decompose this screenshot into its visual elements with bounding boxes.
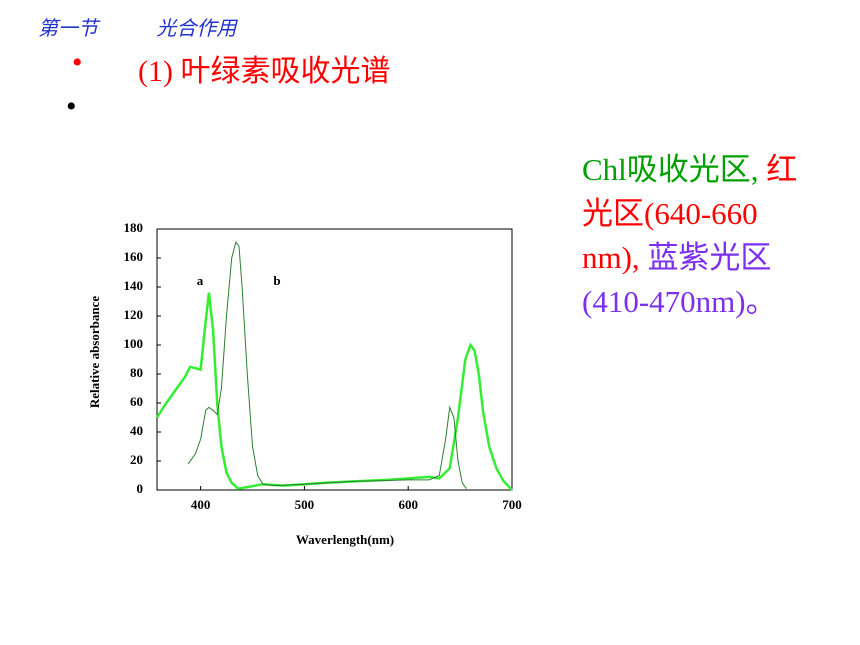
note-part: 蓝紫光区 (410-470nm)。 xyxy=(582,240,777,319)
y-tick-label: 140 xyxy=(124,278,144,293)
x-tick-label: 700 xyxy=(502,497,522,512)
series-line xyxy=(155,292,513,491)
note-part: 红光区(640-660 nm), xyxy=(582,152,798,275)
header: 第一节 光合作用 xyxy=(38,12,236,41)
y-axis-label: Relative absorbance xyxy=(87,296,102,409)
series-line xyxy=(187,240,467,489)
y-tick-label: 180 xyxy=(124,220,144,235)
y-tick-label: 40 xyxy=(130,423,143,438)
bullet-text: (1) 叶绿素吸收光谱 xyxy=(138,55,391,88)
note-part: Chl吸收光区, xyxy=(582,152,759,187)
x-axis-label: Waverlength(nm) xyxy=(296,532,394,547)
bullet-dot: • xyxy=(72,46,83,79)
y-tick-label: 120 xyxy=(124,307,144,322)
section: 第一节 xyxy=(38,16,98,40)
note: Chl吸收光区, 红光区(640-660 nm), 蓝紫光区 (410-470n… xyxy=(582,148,822,324)
y-tick-label: 0 xyxy=(137,481,144,496)
x-tick-label: 400 xyxy=(191,497,211,512)
y-tick-label: 80 xyxy=(130,365,143,380)
bullet-dot: • xyxy=(66,90,77,123)
plot-frame xyxy=(156,228,513,491)
x-tick-label: 600 xyxy=(398,497,418,512)
series-label: a xyxy=(197,273,204,288)
y-tick-label: 100 xyxy=(124,336,144,351)
section-title: 光合作用 xyxy=(156,16,237,40)
x-tick-label: 500 xyxy=(295,497,315,512)
y-tick-label: 160 xyxy=(124,249,144,264)
y-tick-label: 60 xyxy=(130,394,143,409)
series-label: b xyxy=(273,273,280,288)
y-tick-label: 20 xyxy=(130,452,143,467)
